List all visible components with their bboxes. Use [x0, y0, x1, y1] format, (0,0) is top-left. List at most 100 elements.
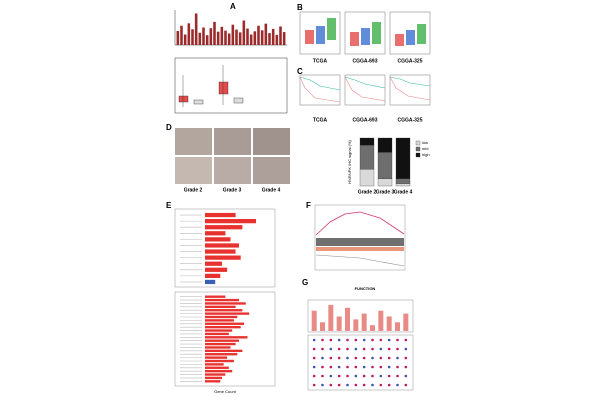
cohort-title: TCGA	[313, 117, 328, 123]
dot	[387, 356, 391, 360]
dot	[346, 383, 349, 387]
stacked-bar	[377, 178, 393, 187]
panel-label: C	[297, 67, 303, 76]
bar	[386, 316, 392, 331]
stacked-bar	[395, 178, 411, 184]
dot	[396, 383, 399, 387]
dot	[354, 338, 358, 342]
legend-label: low	[422, 140, 428, 145]
km-plots	[299, 74, 431, 106]
hit-bars	[316, 238, 404, 246]
km-curve	[389, 76, 431, 87]
km-curve	[344, 76, 386, 102]
dot	[354, 374, 358, 378]
bar	[205, 231, 226, 236]
image-tile	[214, 157, 251, 184]
bar	[205, 225, 243, 230]
bar	[205, 322, 245, 325]
bar	[187, 23, 191, 45]
bar	[198, 32, 202, 45]
dot	[404, 383, 408, 387]
dot	[337, 374, 341, 378]
plot-frame	[389, 74, 431, 106]
dot	[387, 383, 391, 387]
dot	[312, 365, 316, 369]
dot	[396, 338, 399, 342]
bar	[202, 27, 205, 45]
bar	[205, 298, 239, 302]
bar	[264, 23, 268, 45]
dot	[387, 347, 391, 351]
bar	[205, 366, 229, 369]
bar	[205, 315, 238, 319]
dot-cloud	[361, 28, 370, 45]
panel-label: B	[297, 3, 303, 12]
dot	[321, 374, 324, 378]
plot-frame	[174, 208, 276, 288]
bar	[249, 34, 253, 45]
dot	[362, 383, 366, 387]
dot	[387, 374, 391, 378]
plot-frame	[389, 11, 431, 55]
bar	[395, 322, 400, 331]
dot	[337, 383, 341, 387]
plot-frame	[344, 74, 386, 106]
gsea-plot	[314, 204, 406, 271]
dot	[312, 374, 316, 378]
bar	[227, 33, 231, 45]
bar	[205, 212, 236, 218]
bar	[209, 28, 213, 45]
stacked-bar	[359, 169, 375, 187]
dot	[371, 338, 374, 342]
bar	[183, 34, 187, 45]
dot	[379, 338, 383, 342]
dot	[379, 365, 383, 369]
dot-cloud	[406, 30, 415, 45]
dot	[312, 347, 316, 351]
dot	[346, 356, 349, 360]
dot	[329, 365, 333, 369]
image-tile	[175, 157, 212, 184]
dot	[371, 383, 374, 387]
dot	[387, 338, 391, 342]
bar	[205, 261, 222, 266]
image-tile	[253, 157, 290, 184]
bar	[205, 295, 226, 298]
bar	[282, 32, 286, 45]
cohort-title: TCGA	[313, 58, 328, 64]
x-axis-label: Gene Count	[214, 389, 236, 394]
rank-metric	[315, 254, 405, 267]
bar	[275, 34, 279, 45]
bar	[205, 35, 209, 45]
cohort-title: CGGA-693	[352, 117, 377, 123]
dot	[321, 356, 324, 360]
grade-label: Grade 2	[358, 189, 377, 195]
cohort-title: CGGA-325	[397, 58, 422, 64]
dot	[404, 365, 408, 369]
grade-label: Grade 2	[184, 187, 203, 193]
bar	[205, 325, 241, 329]
dot	[387, 365, 391, 369]
dot	[354, 356, 358, 360]
plot-frame	[314, 204, 406, 271]
bar	[238, 32, 242, 45]
panel-label: D	[166, 123, 172, 132]
bar	[191, 29, 194, 45]
bar	[268, 33, 271, 45]
bar	[242, 20, 246, 45]
legend-label: mid	[422, 146, 428, 151]
bar	[205, 218, 256, 224]
bar	[205, 342, 236, 346]
km-curve	[389, 76, 431, 101]
image-tile	[253, 128, 290, 155]
dot	[404, 347, 408, 351]
dot	[362, 356, 366, 360]
dot	[321, 338, 324, 342]
es-curve	[315, 211, 405, 236]
bar	[205, 376, 222, 380]
dot	[321, 365, 324, 369]
bar	[205, 363, 224, 366]
dot	[362, 347, 366, 351]
dot	[379, 383, 383, 387]
